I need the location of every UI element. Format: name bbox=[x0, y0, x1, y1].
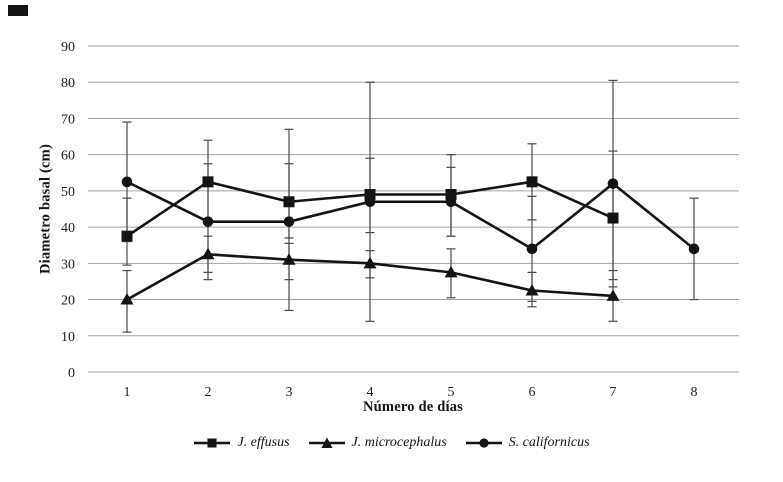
marker-triangle bbox=[363, 256, 377, 269]
marker-triangle bbox=[444, 265, 458, 278]
marker-triangle bbox=[606, 289, 620, 301]
legend-label: J. microcephalus bbox=[351, 435, 447, 450]
y-tick-label: 50 bbox=[61, 185, 75, 200]
marker-triangle bbox=[525, 284, 539, 296]
legend-item-circle: S. californicus bbox=[465, 435, 590, 451]
marker-square bbox=[202, 176, 214, 188]
marker-circle bbox=[283, 216, 295, 227]
x-tick-label: 8 bbox=[691, 385, 698, 400]
y-axis-title: Diametro basal (cm) bbox=[37, 144, 54, 274]
x-tick-label: 4 bbox=[367, 385, 374, 400]
marker-square bbox=[364, 189, 376, 201]
marker-square bbox=[445, 189, 457, 201]
marker-triangle bbox=[120, 293, 134, 305]
legend-item-square: J. effusus bbox=[193, 435, 290, 451]
y-tick-label: 10 bbox=[61, 330, 75, 345]
marker-square bbox=[526, 176, 538, 188]
marker-circle bbox=[526, 243, 538, 255]
y-tick-label: 20 bbox=[61, 294, 75, 309]
marker-square bbox=[283, 196, 295, 208]
y-tick-label: 40 bbox=[61, 221, 75, 236]
marker-circle bbox=[688, 243, 700, 255]
marker-square bbox=[607, 212, 619, 224]
x-tick-label: 2 bbox=[205, 385, 212, 400]
legend-circle-icon bbox=[465, 438, 502, 448]
y-tick-label: 0 bbox=[68, 366, 75, 381]
marker-triangle bbox=[201, 247, 215, 260]
y-tick-label: 60 bbox=[61, 149, 75, 164]
scan-artifact-mark bbox=[8, 5, 28, 16]
x-tick-label: 5 bbox=[448, 385, 455, 400]
x-tick-label: 7 bbox=[610, 385, 617, 400]
x-tick-label: 1 bbox=[124, 385, 131, 400]
legend-square-icon bbox=[194, 438, 231, 448]
legend-label: J. effusus bbox=[237, 435, 290, 450]
marker-circle bbox=[121, 176, 133, 188]
legend-item-triangle: J. microcephalus bbox=[308, 435, 447, 451]
y-tick-label: 70 bbox=[61, 112, 75, 127]
legend-triangle-icon bbox=[308, 437, 345, 448]
marker-triangle bbox=[282, 253, 296, 265]
legend: J. effusus J. microcephalus S. californicu… bbox=[0, 435, 783, 451]
marker-circle bbox=[607, 178, 619, 189]
y-tick-label: 30 bbox=[61, 257, 75, 272]
x-tick-label: 6 bbox=[529, 385, 536, 400]
x-tick-label: 3 bbox=[286, 385, 293, 400]
marker-circle bbox=[202, 216, 214, 227]
legend-label: S. californicus bbox=[508, 435, 590, 450]
series-line-circle bbox=[126, 180, 695, 251]
y-tick-label: 90 bbox=[61, 40, 75, 55]
y-tick-label: 80 bbox=[61, 76, 75, 91]
x-axis-title: Número de días bbox=[362, 399, 463, 415]
marker-square bbox=[121, 230, 133, 242]
